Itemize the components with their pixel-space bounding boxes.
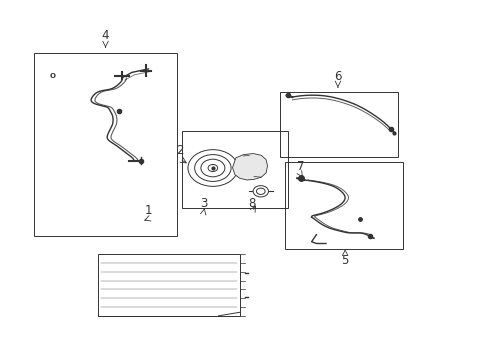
Text: 2: 2 — [176, 144, 183, 157]
Text: 3: 3 — [200, 197, 207, 210]
Text: 8: 8 — [248, 197, 255, 210]
Bar — [285, 162, 402, 249]
Text: 7: 7 — [297, 160, 304, 173]
Bar — [34, 53, 177, 237]
Text: O: O — [50, 73, 56, 79]
Bar — [98, 254, 239, 316]
Bar — [182, 131, 287, 208]
Bar — [280, 92, 397, 157]
Text: 5: 5 — [341, 254, 348, 267]
Text: 6: 6 — [333, 70, 341, 83]
Text: 4: 4 — [102, 30, 109, 42]
Polygon shape — [232, 154, 267, 180]
Circle shape — [253, 186, 268, 197]
Text: 1: 1 — [144, 204, 152, 217]
